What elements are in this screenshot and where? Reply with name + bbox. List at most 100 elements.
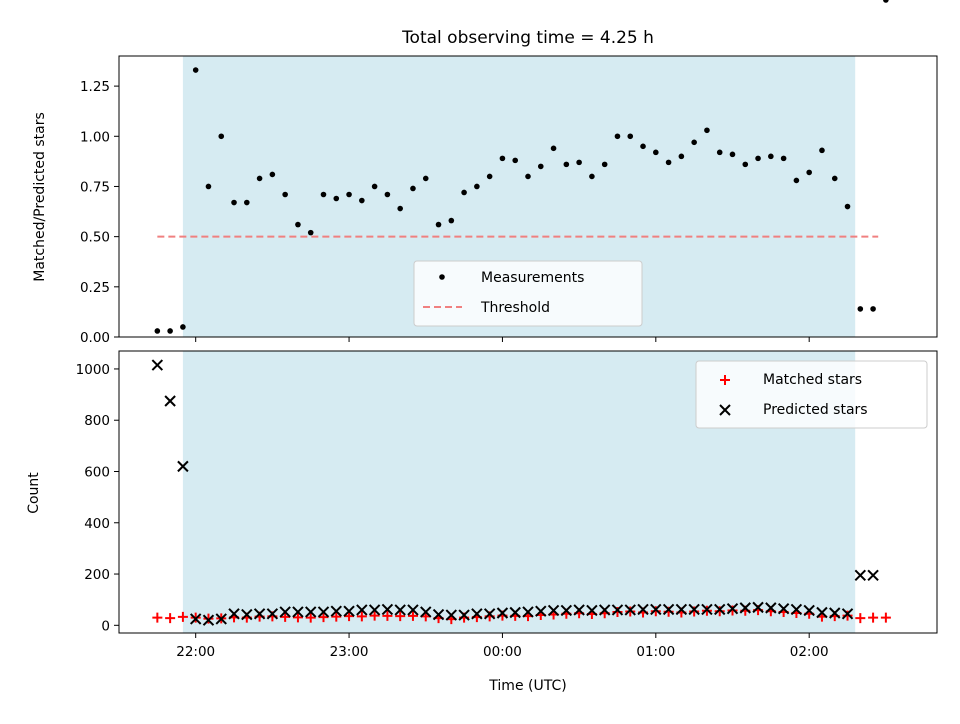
predicted-star-point	[586, 604, 598, 617]
predicted-star-point	[368, 604, 381, 616]
matched-star-point	[395, 611, 406, 622]
predicted-star-point	[637, 603, 649, 616]
measurement-point	[486, 173, 493, 180]
matched-star-point	[318, 612, 329, 623]
measurement-point	[576, 159, 582, 166]
measurement-point	[537, 163, 544, 170]
y-tick-label: 200	[84, 567, 110, 583]
predicted-star-point	[215, 613, 227, 625]
measurement-point	[154, 328, 161, 334]
predicted-star-point	[381, 603, 394, 616]
predicted-star-point	[317, 606, 330, 618]
measurement-point	[640, 143, 646, 150]
predicted-star-point	[535, 605, 547, 617]
predicted-star-point	[305, 606, 317, 618]
measurement-point	[231, 199, 237, 206]
measurement-point	[256, 175, 263, 182]
matched-star-point	[868, 612, 879, 623]
predicted-star-point	[790, 603, 803, 616]
predicted-star-point	[611, 604, 624, 616]
measurement-point	[461, 189, 467, 196]
predicted-star-point	[292, 606, 304, 618]
predicted-star-point	[675, 603, 688, 616]
matched-star-point	[842, 610, 853, 621]
measurement-point	[371, 183, 378, 190]
predicted-star-point	[739, 602, 751, 614]
predicted-star-point	[253, 608, 266, 620]
matched-star-point	[382, 610, 393, 621]
predicted-star-point	[458, 609, 470, 621]
y-tick-label: 1000	[76, 362, 110, 378]
measurement-point	[870, 306, 876, 312]
predicted-star-point	[829, 607, 841, 619]
y-tick-label: 600	[84, 464, 110, 480]
legend-measurements-label: Measurements	[481, 270, 584, 286]
legend-predicted-marker	[719, 404, 731, 416]
measurement-point	[205, 183, 212, 190]
matched-star-point	[369, 610, 380, 621]
top-plot-frame	[118, 55, 938, 338]
measurement-point	[282, 191, 288, 198]
legend-predicted-label: Predicted stars	[763, 402, 868, 418]
measurement-point	[614, 133, 621, 140]
matched-star-point	[407, 610, 418, 621]
measurement-point	[627, 133, 634, 140]
measurement-point	[359, 197, 365, 204]
predicted-star-point	[483, 608, 496, 620]
measurement-point	[729, 151, 736, 158]
predicted-star-point	[432, 608, 445, 621]
bottom-legend-box	[695, 360, 928, 429]
top-legend-box	[413, 260, 643, 327]
measurement-point	[320, 191, 327, 198]
x-tick-label: 01:00	[636, 644, 675, 660]
x-tick-label: 02:00	[790, 644, 829, 660]
measurement-point	[678, 153, 685, 160]
predicted-star-point	[688, 603, 700, 616]
matched-star-point	[165, 613, 176, 624]
measurement-point	[806, 169, 812, 176]
bottom-plot-frame	[118, 350, 938, 634]
matched-star-point	[727, 605, 738, 616]
measurement-point	[167, 328, 173, 334]
predicted-star-point	[356, 604, 368, 616]
x-tick-label: 22:00	[176, 644, 215, 660]
measurement-point	[192, 67, 199, 73]
y-tick-label: 0.75	[80, 179, 110, 195]
y-tick-label: 0.25	[80, 280, 110, 296]
predicted-star-point	[394, 604, 406, 616]
predicted-star-point	[279, 606, 291, 618]
measurement-point	[397, 205, 403, 212]
matched-star-point	[203, 613, 214, 624]
measurement-point	[269, 171, 276, 178]
predicted-star-point	[228, 608, 240, 620]
measurement-point	[244, 199, 250, 206]
predicted-star-point	[701, 603, 713, 616]
matched-star-point	[280, 611, 291, 622]
predicted-star-point	[177, 460, 189, 473]
predicted-star-point	[777, 602, 790, 615]
measurement-point	[422, 175, 429, 182]
y-tick-label: 0.00	[80, 330, 110, 346]
legend-measurement-marker	[439, 274, 445, 280]
predicted-star-point	[496, 607, 509, 619]
bottom-y-axis-label: Count	[26, 472, 42, 514]
predicted-star-point	[714, 603, 726, 616]
measurement-point	[755, 155, 761, 162]
measurement-point	[333, 195, 340, 202]
matched-star-point	[344, 611, 355, 622]
measurement-point	[218, 133, 225, 140]
measurement-point	[499, 155, 506, 162]
matched-star-point	[152, 612, 163, 623]
measurement-point	[550, 145, 557, 152]
predicted-star-point	[854, 569, 867, 582]
matched-star-point	[292, 612, 303, 623]
matched-star-point	[305, 612, 316, 623]
predicted-star-point	[573, 604, 585, 616]
predicted-star-point	[266, 608, 279, 620]
predicted-star-point	[598, 604, 611, 616]
measurement-point	[883, 0, 889, 3]
measurement-point	[768, 153, 774, 160]
measurement-point	[704, 127, 710, 134]
measurement-point	[780, 155, 787, 162]
predicted-star-point	[420, 606, 432, 618]
